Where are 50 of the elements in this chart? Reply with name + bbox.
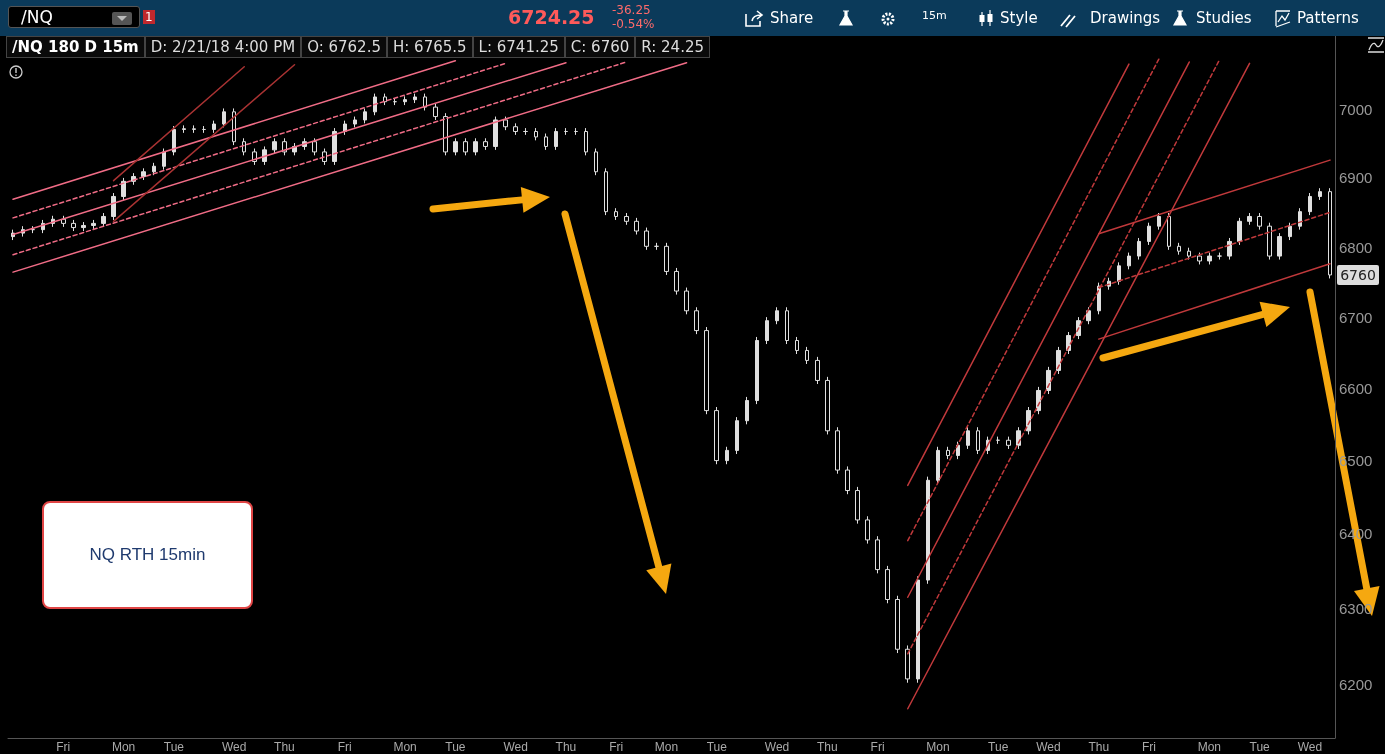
annotation: D: 2/21/18 4:00 PM — [144, 36, 302, 58]
text: -36.25 — [612, 3, 651, 17]
annotation: 6760 — [1337, 264, 1379, 285]
text: Patterns — [1297, 9, 1359, 27]
text: -0.54% — [612, 17, 655, 31]
annotation: O: 6762.5 — [301, 36, 387, 58]
x-tick-label: Wed — [221, 740, 247, 754]
annotation: H: 6765.5 — [386, 36, 473, 58]
x-tick-label: Fri — [56, 740, 71, 754]
x-tick-label: Thu — [816, 740, 838, 754]
x-tick-label: Mon — [1197, 740, 1222, 754]
y-tick-label: 7000 — [1339, 101, 1373, 119]
annotation: C: 6760 — [564, 36, 636, 58]
x-tick-label: Thu — [1088, 740, 1110, 754]
x-tick-label: Tue — [445, 740, 466, 754]
x-tick-label: Fri — [1142, 740, 1157, 754]
text: Drawings — [1090, 9, 1161, 27]
x-tick-label: Mon — [393, 740, 417, 754]
text: 15m — [922, 9, 947, 22]
x-tick-label: Thu — [274, 740, 295, 754]
y-tick-label: 6800 — [1339, 238, 1373, 256]
chart-title: /NQ 180 D 15m — [6, 36, 145, 58]
y-tick-label: 6200 — [1339, 675, 1373, 693]
x-tick-label: Tue — [163, 740, 185, 754]
x-tick-label: Fri — [609, 740, 624, 754]
x-tick-label: Wed — [503, 740, 528, 754]
x-tick-label: Wed — [1036, 740, 1061, 754]
x-tick-label: Mon — [111, 740, 136, 754]
y-tick-label: 6600 — [1339, 379, 1373, 397]
y-tick-label: 6900 — [1339, 169, 1373, 187]
x-tick-label: Thu — [555, 740, 577, 754]
x-tick-label: Mon — [926, 740, 950, 754]
x-tick-label: Mon — [654, 740, 679, 754]
x-tick-label: Tue — [1249, 740, 1271, 754]
annotation: R: 24.25 — [635, 36, 711, 58]
x-tick-label: Fri — [337, 740, 352, 754]
x-tick-label: Tue — [706, 740, 728, 754]
text: /NQ — [8, 6, 140, 28]
text: 6724.25 — [508, 6, 595, 28]
text: Style — [1000, 9, 1038, 27]
x-tick-label: Tue — [988, 740, 1009, 754]
note-card: NQ RTH 15min — [42, 501, 253, 609]
x-tick-label: Wed — [764, 740, 790, 754]
x-tick-label: Fri — [870, 740, 885, 754]
annotation: L: 6741.25 — [472, 36, 565, 58]
x-tick-label: Wed — [1297, 740, 1323, 754]
text: Share — [770, 9, 814, 27]
y-tick-label: 6700 — [1339, 308, 1373, 326]
text: Studies — [1196, 9, 1252, 27]
text: 1 — [143, 10, 155, 24]
